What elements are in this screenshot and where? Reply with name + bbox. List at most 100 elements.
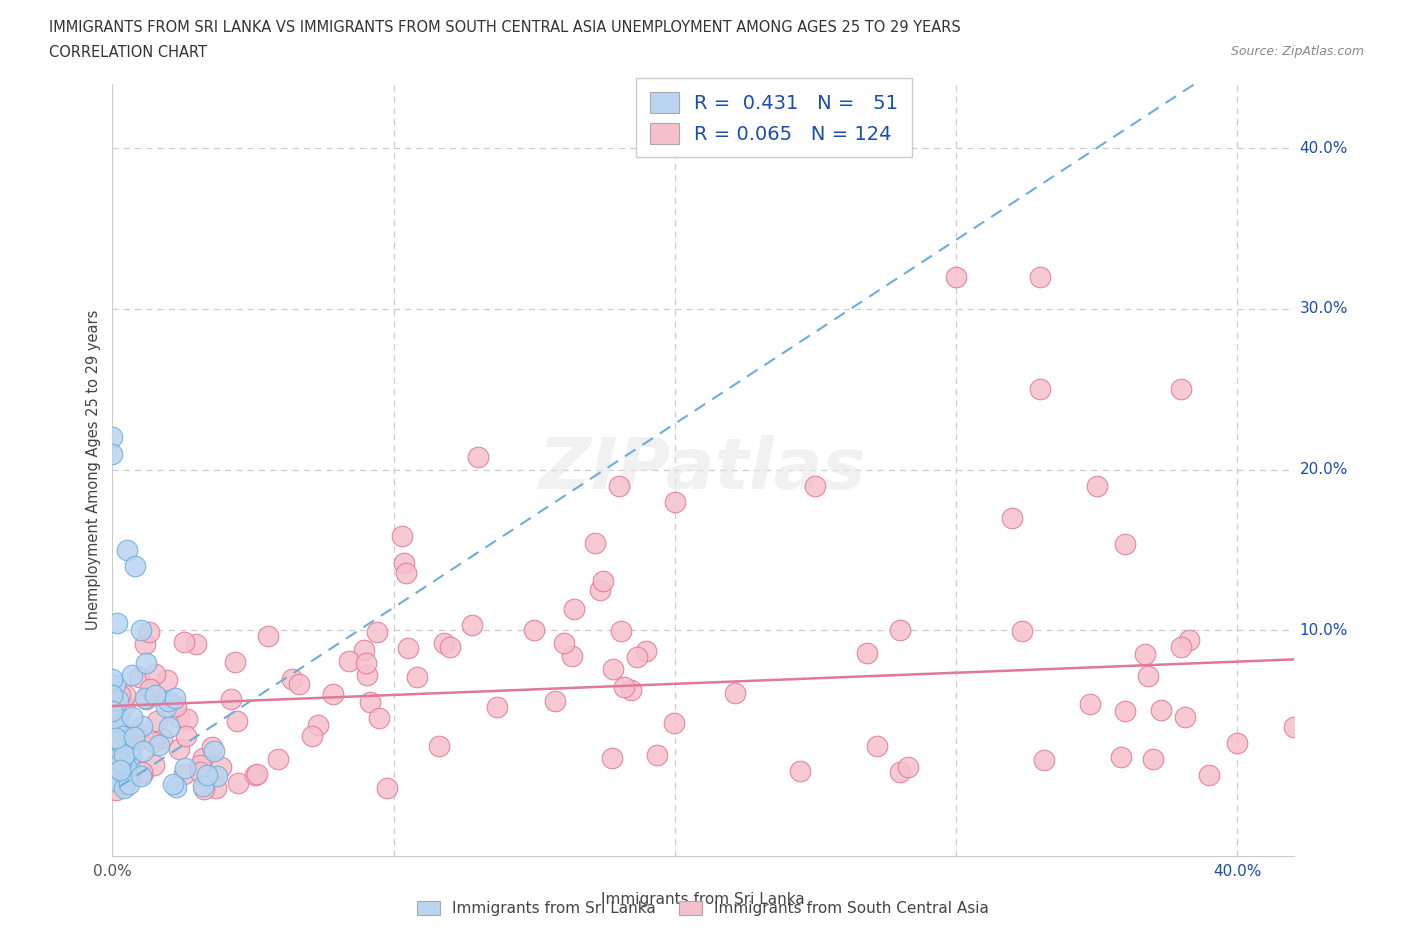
Point [108,751,131,766]
Point [664,495,686,510]
Point [366,624,388,639]
Point [115,750,138,764]
Point [115,542,138,557]
Point [132,743,155,758]
Point [117,743,139,758]
Point [433,636,456,651]
Point [589,582,612,597]
Point [201,739,224,754]
Point [391,528,413,543]
Point [101,430,124,445]
Point [224,655,246,670]
Point [142,735,165,750]
Point [219,692,242,707]
Point [114,777,136,791]
Point [107,692,129,707]
Point [191,751,214,765]
Point [1136,669,1159,684]
Point [866,738,889,753]
Point [122,730,145,745]
Point [121,727,143,742]
Point [114,688,136,703]
Point [209,760,232,775]
Point [165,779,187,794]
Point [118,751,141,765]
Text: Immigrants from Sri Lanka: Immigrants from Sri Lanka [602,892,804,907]
Point [662,716,685,731]
Point [110,687,132,702]
Point [356,667,378,682]
Point [544,693,567,708]
Point [1001,511,1024,525]
Text: 40.0%: 40.0% [1213,864,1261,879]
Point [267,752,290,767]
Point [645,748,668,763]
Point [1078,697,1101,711]
Point [439,639,461,654]
Point [367,711,389,725]
Point [176,711,198,726]
Point [225,714,247,729]
Point [626,649,648,664]
Point [202,744,225,759]
Text: 20.0%: 20.0% [1299,462,1348,477]
Point [108,763,131,777]
Point [193,782,215,797]
Point [124,559,146,574]
Point [121,668,143,683]
Y-axis label: Unemployment Among Ages 25 to 29 years: Unemployment Among Ages 25 to 29 years [86,310,101,630]
Point [107,734,129,749]
Point [121,710,143,724]
Point [163,690,186,705]
Point [562,602,585,617]
Point [191,779,214,794]
Point [129,769,152,784]
Point [561,648,583,663]
Point [392,555,415,570]
Point [128,670,150,684]
Point [184,636,207,651]
Point [1198,768,1220,783]
Point [174,728,197,743]
Point [105,720,128,735]
Point [174,761,197,776]
Point [856,645,879,660]
Point [105,731,128,746]
Text: Source: ZipAtlas.com: Source: ZipAtlas.com [1230,45,1364,58]
Point [724,685,747,700]
Point [1282,720,1305,735]
Point [607,478,630,493]
Point [165,698,187,713]
Point [337,653,360,668]
Point [156,694,179,709]
Point [131,764,153,779]
Point [354,655,377,670]
Text: 40.0%: 40.0% [1299,140,1348,155]
Point [118,777,141,791]
Point [142,758,165,773]
Point [204,780,226,795]
Point [1142,751,1164,766]
Point [307,718,329,733]
Text: ZIPatlas: ZIPatlas [540,435,866,504]
Point [101,772,124,787]
Point [610,623,633,638]
Point [467,449,489,464]
Point [1133,646,1156,661]
Point [1174,710,1197,724]
Point [945,270,967,285]
Point [112,781,135,796]
Point [104,678,127,693]
Point [118,760,141,775]
Point [108,711,131,726]
Point [103,773,125,788]
Point [150,730,173,745]
Point [353,643,375,658]
Point [112,748,135,763]
Point [301,728,323,743]
Point [157,720,180,735]
Point [145,713,167,728]
Point [114,759,136,774]
Point [257,629,280,644]
Point [395,565,418,580]
